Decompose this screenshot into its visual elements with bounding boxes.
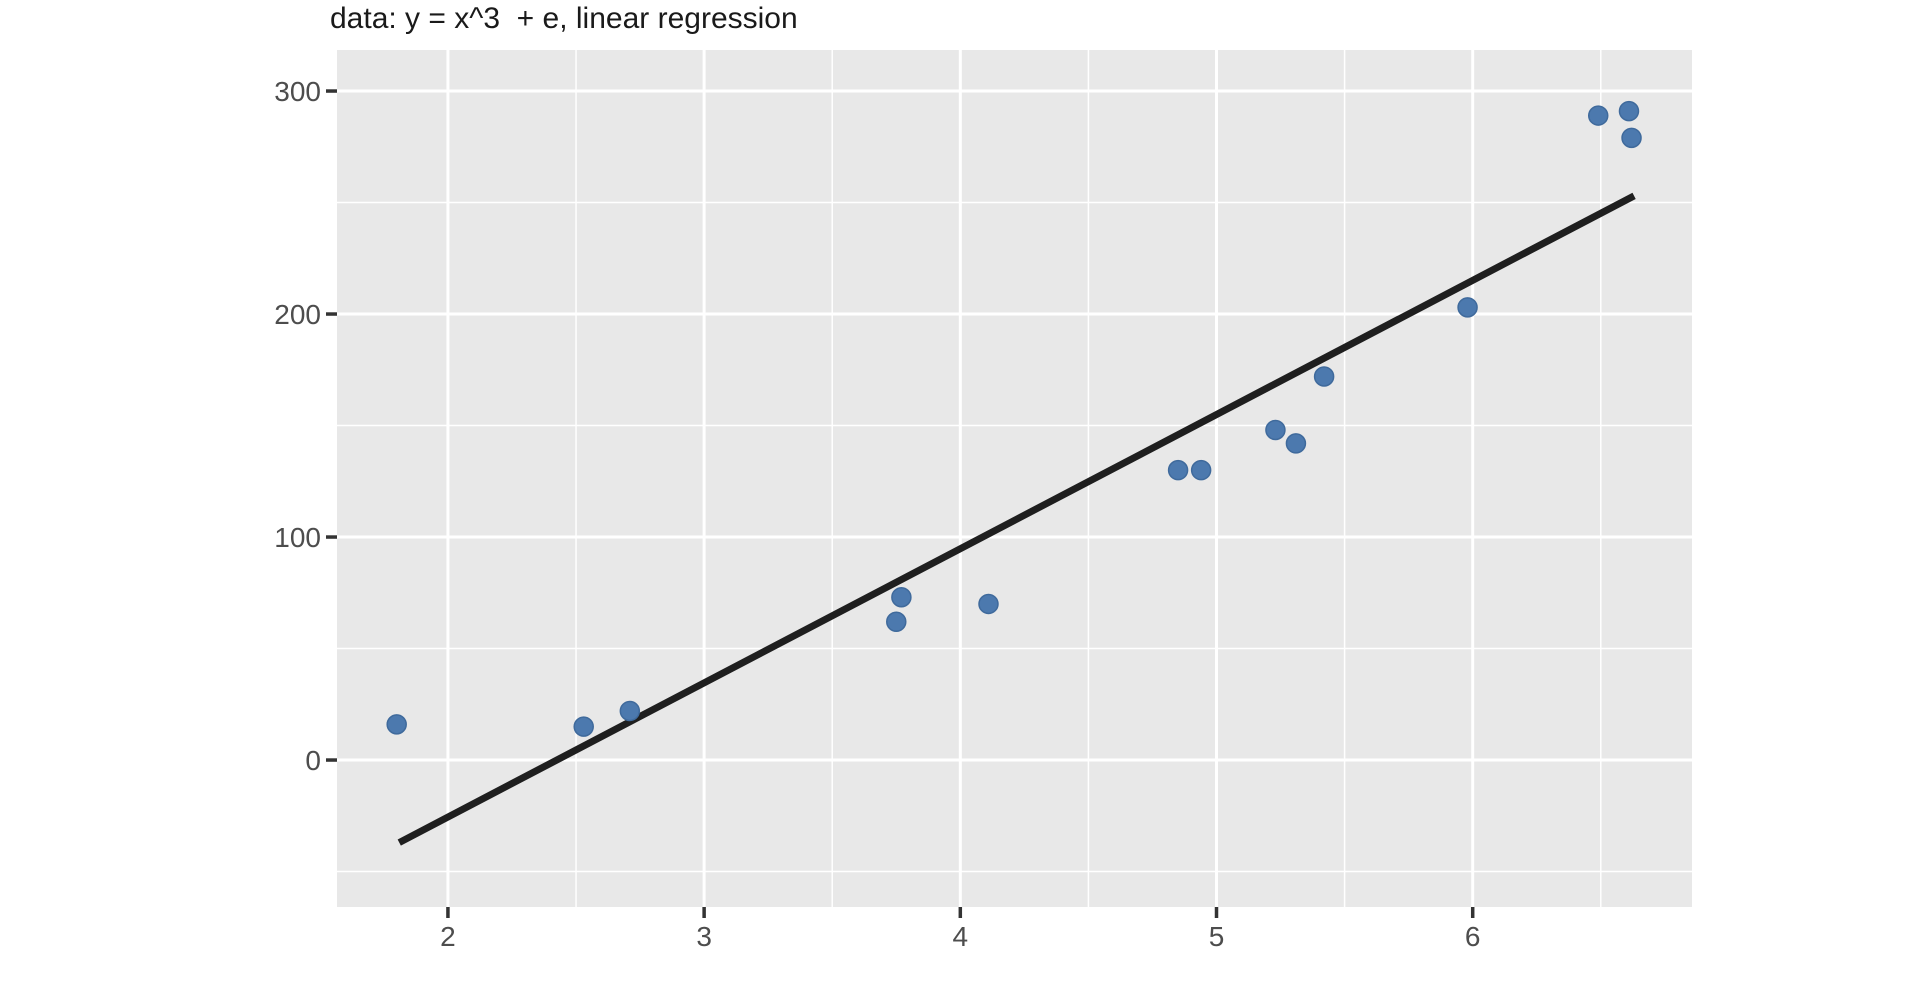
x-axis-tick-label: 4 [953,921,969,952]
data-point [573,716,594,737]
y-axis-tick-label: 300 [274,76,321,107]
data-point [1618,100,1640,122]
x-axis-tick-label: 2 [440,921,456,952]
x-axis-tick-label: 3 [696,921,712,952]
data-point [891,586,912,608]
data-point [1313,366,1335,387]
data-point [1167,459,1189,481]
data-point [1285,433,1307,454]
regression-line [397,192,1636,846]
data-point [619,700,641,722]
data-point [1621,127,1642,149]
data-point [886,611,907,633]
data-point [1265,419,1286,441]
data-point [1587,105,1609,126]
y-axis-tick-label: 0 [305,745,321,776]
data-point [978,593,999,615]
y-axis-tick-label: 100 [274,522,321,553]
data-point [1190,459,1212,481]
y-axis-tick-label: 200 [274,299,321,330]
data-point [1457,297,1478,318]
plot-panel [337,50,1692,907]
x-axis-tick-label: 5 [1209,921,1225,952]
plot-title: data: y = x^3 + e, linear regression [330,2,798,35]
data-point [386,714,407,735]
x-axis-tick-label: 6 [1465,921,1481,952]
